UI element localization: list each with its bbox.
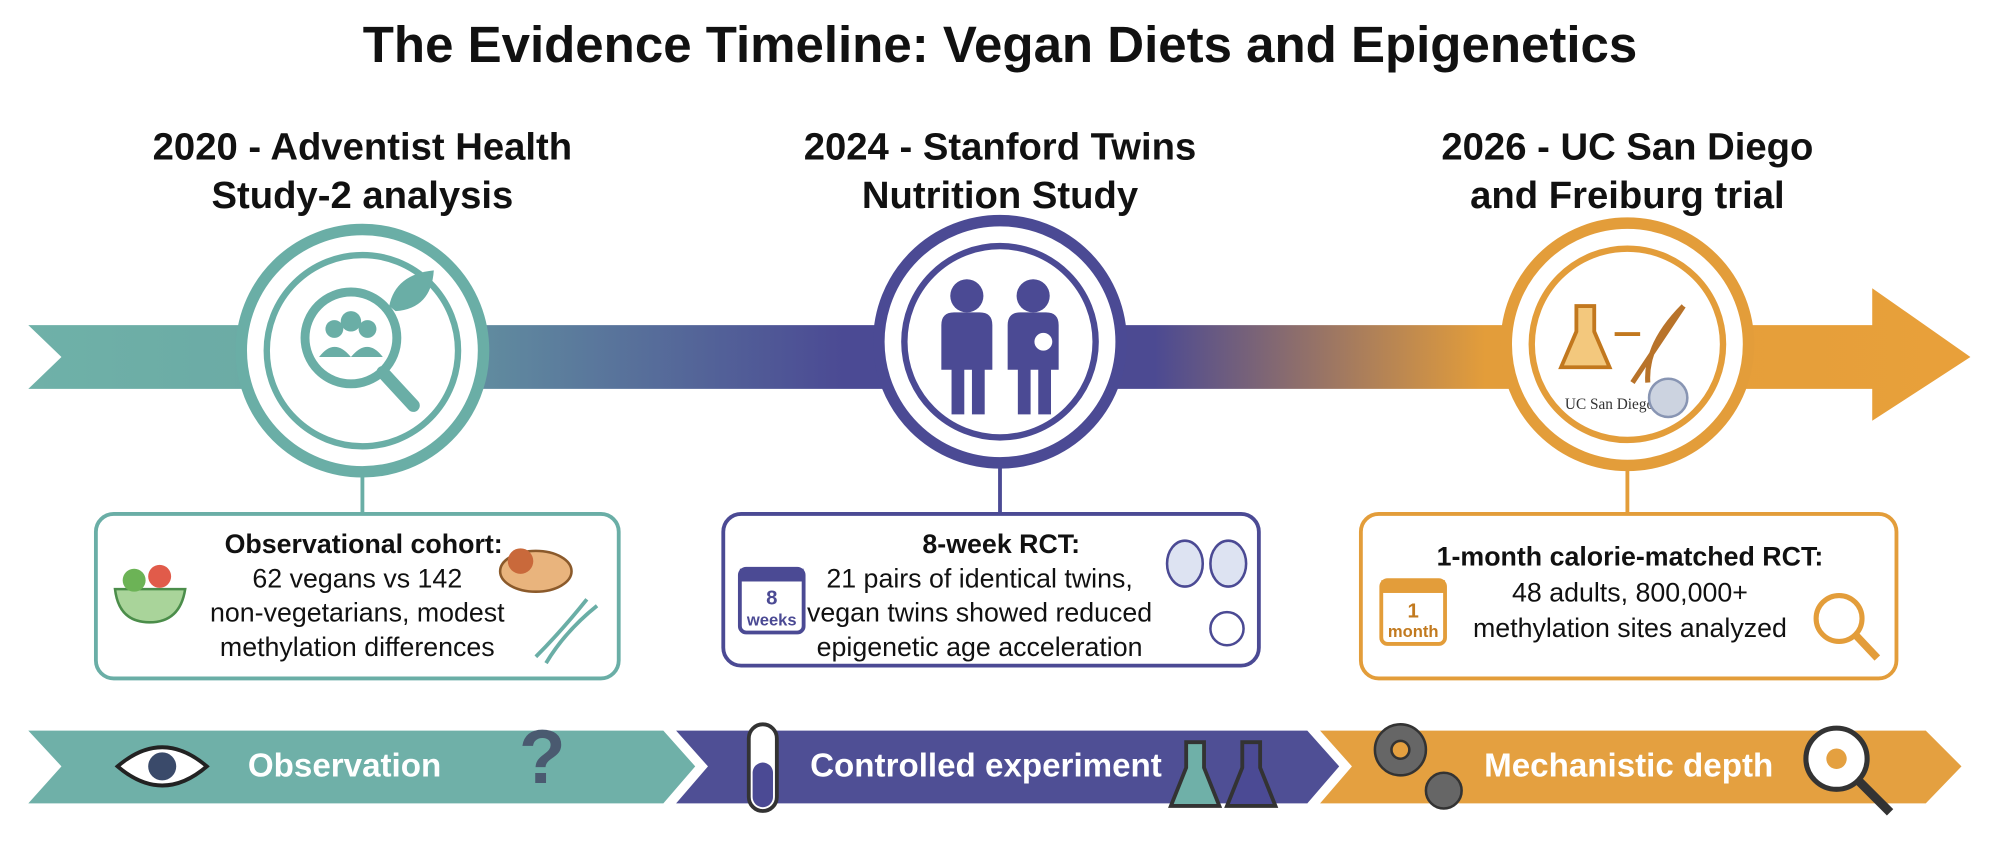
box-title: 1-month calorie-matched RCT: (1437, 542, 1824, 572)
stage-label: Observation (248, 747, 441, 784)
milestone-heading: Study-2 analysis (211, 174, 513, 217)
calendar-icon (737, 566, 806, 635)
box-line: 62 vegans vs 142 (252, 563, 462, 593)
calendar-icon (1379, 578, 1447, 646)
box-title: 8-week RCT: (922, 529, 1080, 559)
info-box (721, 511, 1261, 668)
info-box (93, 511, 621, 681)
title: The Evidence Timeline: Vegan Diets and E… (363, 16, 1637, 73)
eye-icon (114, 745, 210, 788)
box-line: 21 pairs of identical twins, (826, 563, 1132, 593)
calendar-unit: month (1388, 622, 1439, 641)
box-title: Observational cohort: (225, 529, 503, 559)
magnifier-icon (1813, 592, 1881, 661)
box-line: 48 adults, 800,000+ (1512, 577, 1748, 607)
milestone-heading: Nutrition Study (862, 174, 1139, 217)
logo-text: UC San Diego (1565, 396, 1655, 413)
milestone-heading: 2020 - Adventist Health (153, 125, 572, 168)
twins-icon (1165, 539, 1248, 647)
milestone-heading: 2024 - Stanford Twins (804, 125, 1196, 168)
box-line: vegan twins showed reduced (807, 598, 1152, 628)
stage-label: Controlled experiment (810, 747, 1162, 784)
meat-icon (498, 548, 573, 593)
calendar-unit: weeks (746, 610, 797, 629)
stage-band (1320, 730, 1962, 804)
calendar-number: 8 (766, 588, 777, 610)
gears-icon (1373, 723, 1463, 810)
milestone-circle: UC San Diego (1500, 217, 1755, 472)
box-line: methylation sites analyzed (1473, 613, 1787, 643)
test-tube-icon (746, 722, 779, 813)
stage-band (676, 730, 1340, 804)
info-box (1358, 511, 1899, 681)
box-line: non-vegetarians, modest (210, 598, 505, 628)
flask-icon (1168, 740, 1279, 808)
stage-label: Mechanistic depth (1484, 747, 1773, 784)
dna-icon (534, 598, 599, 665)
stage-band (28, 730, 696, 804)
milestone-circle (235, 223, 490, 478)
box-line: epigenetic age acceleration (817, 632, 1143, 662)
milestone-heading: and Freiburg trial (1470, 174, 1785, 217)
milestone-circle (873, 214, 1127, 469)
milestone-heading: 2026 - UC San Diego (1441, 125, 1813, 168)
question-icon: ? (519, 715, 566, 800)
calendar-number: 1 (1407, 600, 1418, 622)
box-line: methylation differences (220, 632, 495, 662)
salad-icon (113, 564, 187, 624)
analysis-icon (1803, 725, 1894, 816)
